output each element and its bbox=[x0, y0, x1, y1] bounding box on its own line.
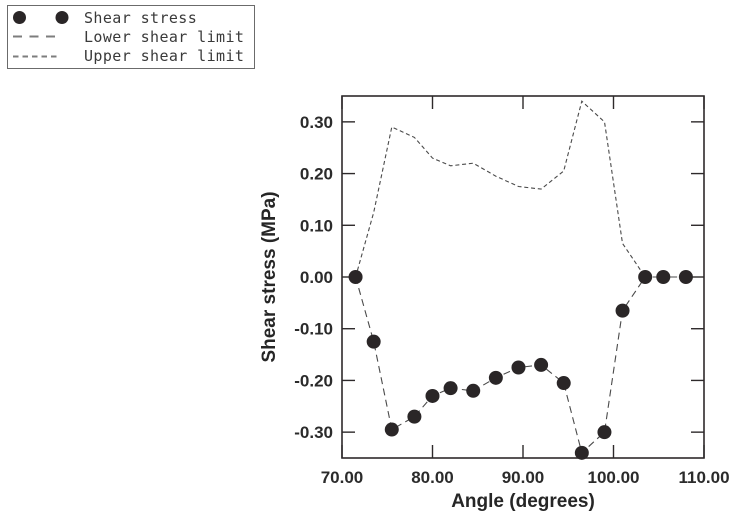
x-tick-label: 110.00 bbox=[678, 468, 729, 487]
shear-stress-point bbox=[556, 376, 571, 391]
shear-stress-point bbox=[534, 357, 549, 372]
shear-stress-point bbox=[638, 270, 653, 284]
upper-shear-limit-line bbox=[355, 100, 686, 278]
shear-stress-marker-icon bbox=[10, 8, 76, 27]
y-tick-label: -0.20 bbox=[294, 371, 333, 390]
shear-stress-point bbox=[597, 425, 612, 440]
shear-stress-point bbox=[425, 388, 440, 403]
y-tick-label: 0.10 bbox=[300, 216, 333, 235]
shear-stress-point bbox=[615, 303, 630, 318]
legend: Shear stress Lower shear limit Upper she… bbox=[7, 5, 255, 69]
legend-label: Upper shear limit bbox=[84, 47, 245, 66]
shear-stress-point bbox=[466, 383, 481, 398]
y-tick-label: 0.00 bbox=[300, 268, 333, 287]
x-axis-title: Angle (degrees) bbox=[451, 491, 595, 512]
shear-stress-point bbox=[366, 334, 381, 349]
shear-stress-point bbox=[678, 270, 693, 284]
shear-stress-point bbox=[511, 360, 526, 375]
legend-label: Lower shear limit bbox=[84, 27, 245, 46]
x-tick-label: 80.00 bbox=[411, 468, 454, 487]
legend-item-lower-shear-limit: Lower shear limit bbox=[10, 27, 254, 46]
x-tick-label: 70.00 bbox=[321, 468, 364, 487]
y-axis-title: Shear stress (MPa) bbox=[259, 191, 280, 363]
legend-label: Shear stress bbox=[84, 8, 198, 27]
lower-shear-limit-dash-icon bbox=[10, 27, 76, 46]
shear-stress-point bbox=[384, 422, 399, 437]
shear-stress-point bbox=[574, 445, 589, 460]
y-tick-label: -0.30 bbox=[294, 423, 333, 442]
x-tick-label: 100.00 bbox=[588, 468, 640, 487]
y-tick-label: 0.30 bbox=[300, 113, 333, 132]
legend-item-upper-shear-limit: Upper shear limit bbox=[10, 47, 254, 66]
shear-stress-point bbox=[407, 409, 422, 424]
shear-stress-point bbox=[348, 270, 363, 284]
x-tick-label: 90.00 bbox=[502, 468, 545, 487]
shear-stress-point bbox=[443, 381, 458, 396]
legend-item-shear-stress: Shear stress bbox=[10, 8, 254, 27]
upper-shear-limit-dash-icon bbox=[10, 47, 76, 66]
shear-stress-point bbox=[656, 270, 671, 284]
y-tick-label: -0.10 bbox=[294, 320, 333, 339]
shear-stress-point bbox=[488, 370, 503, 385]
y-tick-label: 0.20 bbox=[300, 165, 333, 184]
